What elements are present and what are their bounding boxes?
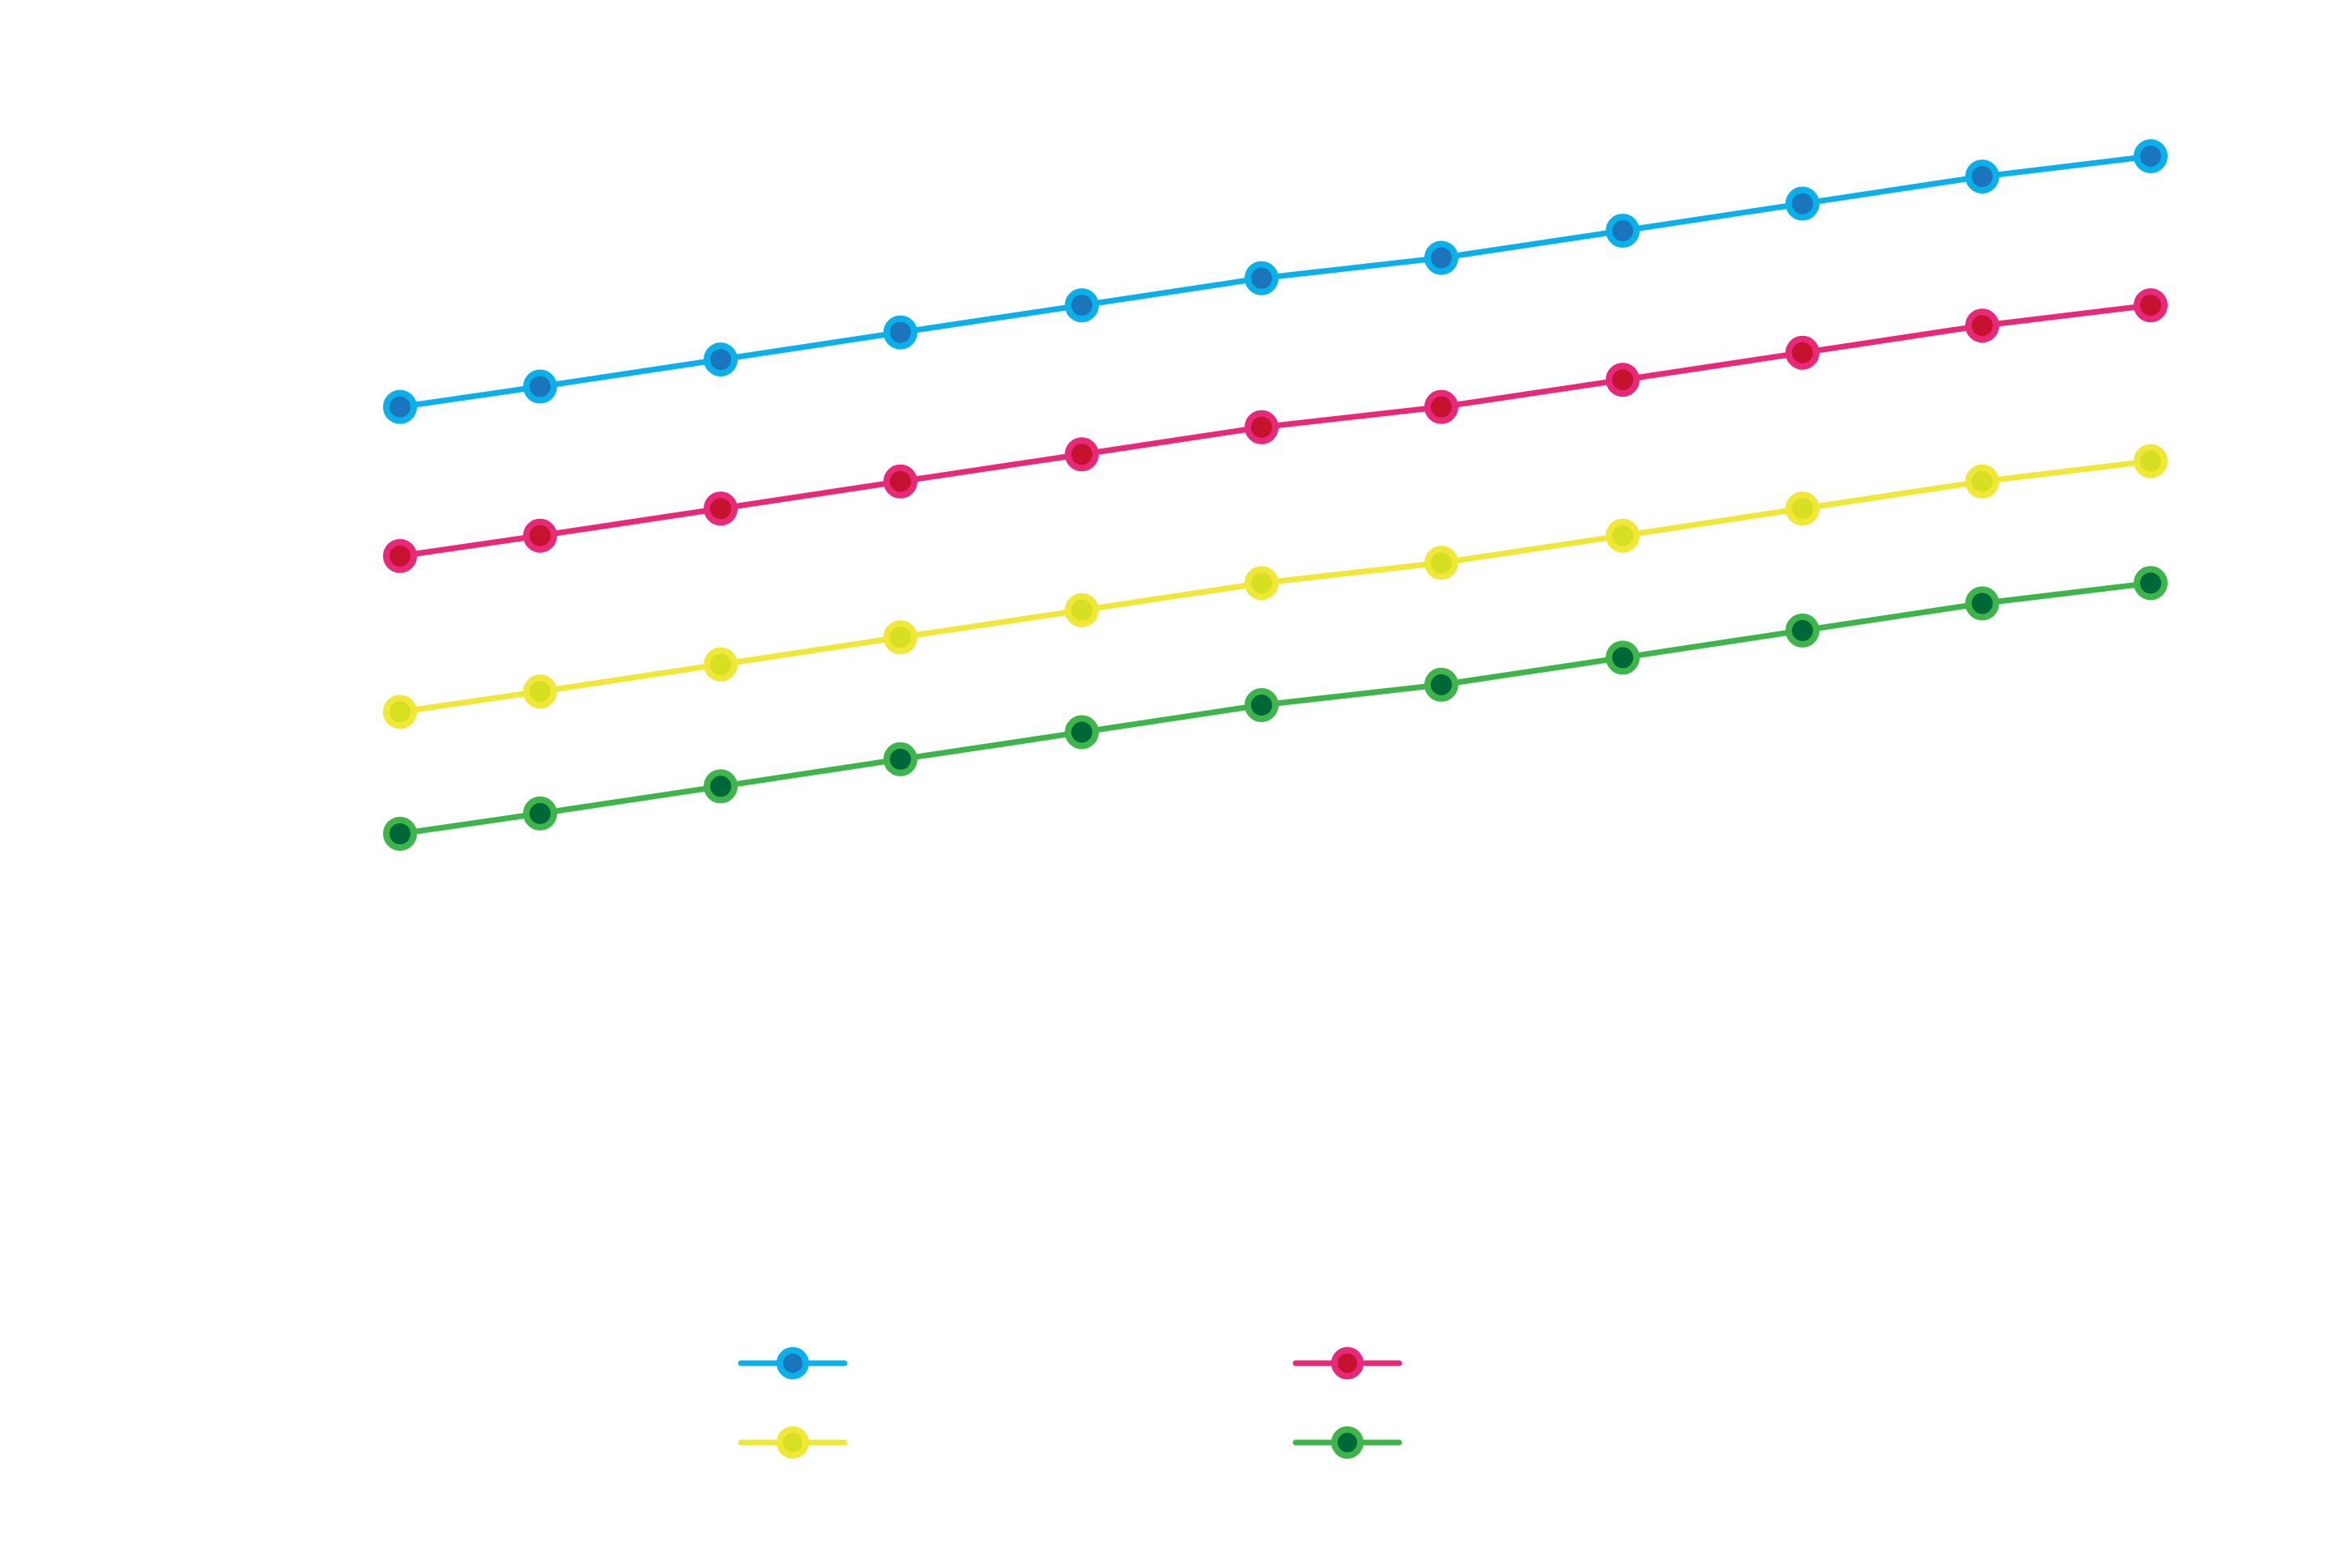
- series-1-point-2: [523, 369, 557, 404]
- series-1-point-7: [1424, 240, 1458, 275]
- series-3-point-9: [1785, 491, 1819, 526]
- series-2-point-9: [1785, 335, 1819, 370]
- series-3: [383, 444, 2168, 729]
- series-4-point-3: [704, 769, 738, 804]
- series-3-point-11: [2134, 444, 2168, 478]
- legend-marker-3: [777, 1426, 809, 1459]
- series-3-point-5: [1065, 593, 1099, 627]
- legend: [738, 1347, 1402, 1459]
- series-4: [383, 566, 2168, 851]
- series-1-point-3: [704, 342, 738, 377]
- series-1-point-4: [883, 315, 917, 350]
- series-3-point-7: [1424, 546, 1458, 580]
- legend-item-1: [738, 1347, 848, 1379]
- series-1-point-11: [2134, 138, 2168, 173]
- legend-item-4: [1292, 1426, 1402, 1459]
- series-4-point-8: [1606, 640, 1640, 675]
- series-1-point-5: [1065, 288, 1099, 323]
- legend-marker-4: [1331, 1426, 1364, 1459]
- series-4-point-11: [2134, 566, 2168, 601]
- series-4-point-2: [523, 796, 557, 831]
- series-3-point-10: [1965, 464, 1999, 499]
- series-2-point-8: [1606, 363, 1640, 397]
- series-1-point-9: [1785, 186, 1819, 221]
- series-1: [383, 138, 2168, 424]
- series-3-point-3: [704, 647, 738, 682]
- series-3-point-1: [383, 695, 417, 729]
- series-1-point-1: [383, 389, 417, 424]
- series-1-point-6: [1245, 261, 1279, 295]
- series-2-point-11: [2134, 288, 2168, 323]
- series-4-point-1: [383, 817, 417, 851]
- series-layer: [383, 138, 2168, 851]
- legend-item-2: [1292, 1347, 1402, 1379]
- series-3-point-4: [883, 620, 917, 655]
- series-2-point-3: [704, 491, 738, 526]
- legend-item-3: [738, 1426, 848, 1459]
- series-2-point-2: [523, 518, 557, 553]
- series-2-point-1: [383, 538, 417, 573]
- series-1-point-8: [1606, 214, 1640, 249]
- series-4-point-4: [883, 742, 917, 776]
- series-2-point-7: [1424, 389, 1458, 424]
- series-3-point-2: [523, 674, 557, 709]
- series-3-point-8: [1606, 518, 1640, 553]
- series-4-point-7: [1424, 667, 1458, 702]
- series-4-point-10: [1965, 586, 1999, 621]
- legend-marker-1: [777, 1347, 809, 1379]
- series-1-point-10: [1965, 159, 1999, 194]
- series-4-point-9: [1785, 613, 1819, 648]
- series-4-point-5: [1065, 715, 1099, 750]
- series-3-point-6: [1245, 566, 1279, 601]
- series-4-point-6: [1245, 687, 1279, 722]
- legend-marker-2: [1331, 1347, 1364, 1379]
- series-2-point-4: [883, 464, 917, 499]
- series-2-point-5: [1065, 437, 1099, 472]
- series-2-point-6: [1245, 410, 1279, 444]
- series-2-point-10: [1965, 308, 1999, 343]
- series-2: [383, 288, 2168, 573]
